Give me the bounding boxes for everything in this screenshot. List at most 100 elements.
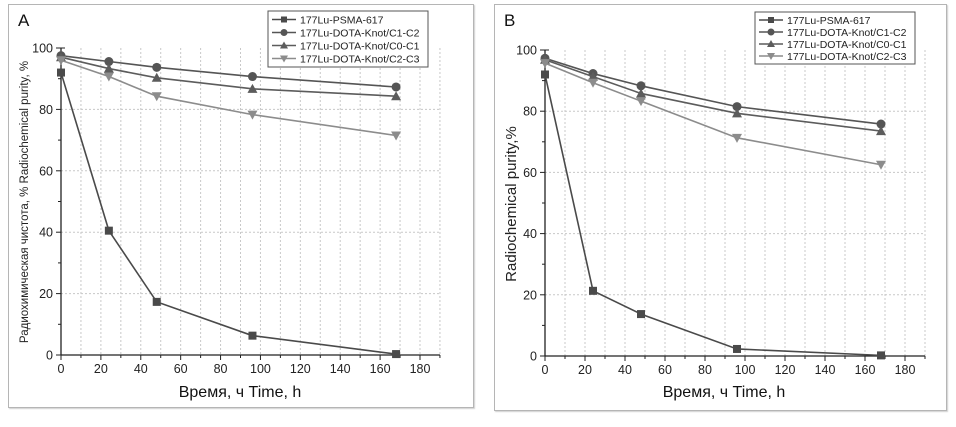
series-line [544, 57, 882, 125]
data-point [151, 72, 162, 82]
legend-entry-label: 177Lu-PSMA-617 [787, 15, 871, 27]
data-point [733, 344, 741, 353]
y-tick-label: 0 [530, 350, 537, 364]
x-tick-label: 20 [94, 362, 108, 376]
series-177lu-dota-knot-c2-c3 [540, 59, 886, 170]
data-point [636, 88, 646, 98]
x-tick-label: 160 [855, 363, 876, 377]
panel-a-legend: 177Lu-PSMA-617177Lu-DOTA-Knot/C1-C2177Lu… [267, 10, 429, 68]
data-point [151, 92, 162, 102]
x-tick-label: 0 [542, 363, 549, 377]
panel-b-x-axis-title: Время, ч Time, h [663, 384, 786, 401]
x-tick-label: 180 [410, 362, 431, 376]
data-point [152, 297, 161, 306]
data-point [876, 160, 886, 170]
data-point [876, 119, 886, 129]
x-tick-label: 120 [775, 363, 796, 377]
panel-a-grid [61, 47, 441, 355]
legend-entry-label: 177Lu-DOTA-Knot/C2-C3 [787, 51, 907, 63]
series-line [60, 72, 397, 355]
legend-entry-label: 177Lu-DOTA-Knot/C1-C2 [787, 27, 907, 39]
legend-entry-label: 177Lu-DOTA-Knot/C0-C1 [787, 39, 907, 51]
x-tick-label: 20 [578, 363, 592, 377]
panel-b-series [540, 53, 886, 360]
y-tick-label: 60 [39, 164, 53, 178]
data-point [56, 56, 66, 66]
y-tick-label: 40 [523, 227, 537, 241]
panel-a-series [56, 51, 402, 359]
x-tick-label: 60 [174, 362, 188, 376]
panel-b-axes: 0 20 40 60 80 100 120 140 160 180 0 20 40 60 80 100 [516, 44, 926, 377]
x-tick-label: 120 [290, 362, 311, 376]
y-tick-label: 80 [523, 105, 537, 119]
x-tick-label: 80 [698, 363, 712, 377]
y-tick-label: 40 [39, 226, 53, 240]
panel-a-x-axis-title: Время, ч Time, h [179, 384, 302, 401]
legend-box [267, 10, 429, 68]
data-point [540, 59, 550, 69]
panel-a-axes: 0 20 40 60 80 100 120 140 160 180 0 20 40 60 80 100 [32, 42, 441, 376]
series-177lu-dota-knot-c2-c3 [56, 56, 402, 141]
legend-entry-label: 177Lu-PSMA-617 [300, 14, 384, 26]
data-point [589, 286, 597, 295]
legend-marker [280, 55, 288, 63]
panel-b: B Время, ч Time, h Radiochemical purity,… [503, 11, 926, 401]
panel-b-letter: B [504, 11, 515, 30]
legend-marker [280, 29, 288, 36]
data-point [732, 108, 742, 118]
legend-entry-label: 177Lu-DOTA-Knot/C2-C3 [300, 53, 420, 65]
panel-a: A Время, ч Time, h Радиохимическая чисто… [18, 10, 441, 401]
y-tick-label: 20 [39, 287, 53, 301]
data-point [248, 331, 257, 340]
y-tick-label: 80 [39, 103, 53, 117]
data-point [637, 310, 645, 319]
x-tick-label: 100 [735, 363, 756, 377]
y-tick-label: 100 [32, 42, 53, 56]
x-tick-label: 60 [658, 363, 672, 377]
data-point [103, 72, 114, 82]
legend-marker [281, 16, 287, 23]
legend-marker [280, 41, 288, 49]
panel-b-grid [545, 49, 926, 356]
legend-marker [767, 53, 775, 60]
series-177lu-dota-knot-c0-c1 [540, 54, 886, 136]
data-point [104, 226, 113, 235]
data-point [391, 91, 402, 101]
x-tick-label: 40 [134, 362, 148, 376]
series-177lu-dota-knot-c1-c2 [56, 51, 401, 92]
legend-entry-label: 177Lu-DOTA-Knot/C0-C1 [300, 40, 420, 52]
data-point [247, 83, 258, 93]
panel-b-legend: 177Lu-PSMA-617177Lu-DOTA-Knot/C1-C2177Lu… [754, 11, 916, 65]
y-tick-label: 0 [46, 349, 53, 363]
data-point [104, 57, 114, 67]
x-tick-label: 180 [895, 363, 916, 377]
data-point [57, 68, 65, 77]
data-point [152, 62, 162, 72]
x-tick-label: 140 [330, 362, 351, 376]
legend-marker [767, 28, 775, 36]
data-point [247, 110, 258, 120]
data-point [391, 82, 401, 92]
data-point [588, 78, 598, 88]
data-point [636, 81, 646, 91]
series-177lu-psma-617 [541, 70, 885, 360]
y-tick-label: 20 [523, 288, 537, 302]
panel-a-letter: A [18, 11, 30, 30]
series-177lu-psma-617 [57, 68, 401, 359]
x-tick-label: 140 [815, 363, 836, 377]
data-point [732, 133, 742, 143]
panel-a-y-axis-title: Радиохимическая чистота, % Radiochemical… [19, 61, 31, 343]
data-point [392, 350, 401, 359]
x-tick-label: 160 [370, 362, 391, 376]
legend-entry-label: 177Lu-DOTA-Knot/C1-C2 [300, 27, 420, 39]
data-point [588, 71, 598, 81]
x-tick-label: 40 [618, 363, 632, 377]
data-point [247, 72, 257, 82]
data-point [636, 97, 646, 107]
data-point [541, 70, 549, 79]
data-point [876, 126, 886, 136]
y-tick-label: 100 [516, 44, 537, 58]
x-tick-label: 0 [58, 362, 65, 376]
x-tick-label: 100 [250, 362, 271, 376]
